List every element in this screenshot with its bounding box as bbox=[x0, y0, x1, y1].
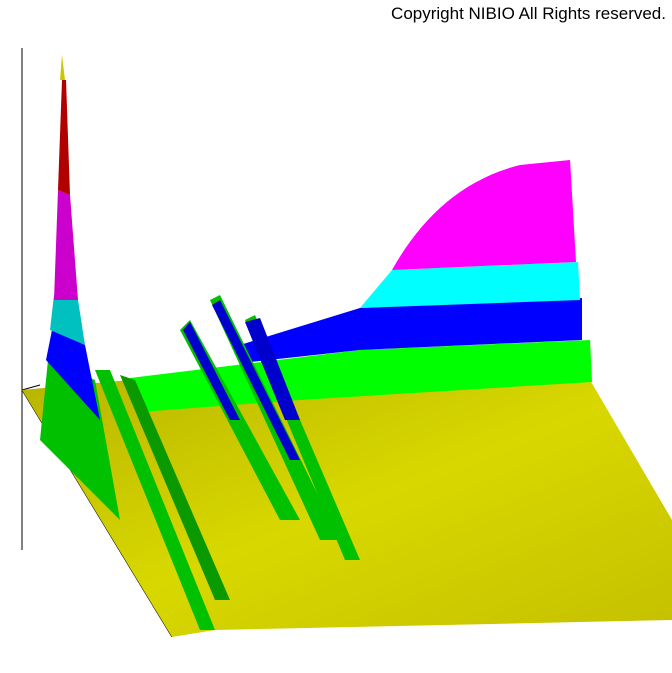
copyright: Copyright NIBIO All Rights reserved. bbox=[391, 4, 666, 23]
cyan-band bbox=[360, 262, 580, 308]
blue-band bbox=[240, 298, 582, 362]
magenta-band bbox=[392, 160, 576, 270]
ridges bbox=[95, 295, 360, 630]
green-band bbox=[130, 340, 592, 412]
left-peak bbox=[40, 55, 120, 520]
